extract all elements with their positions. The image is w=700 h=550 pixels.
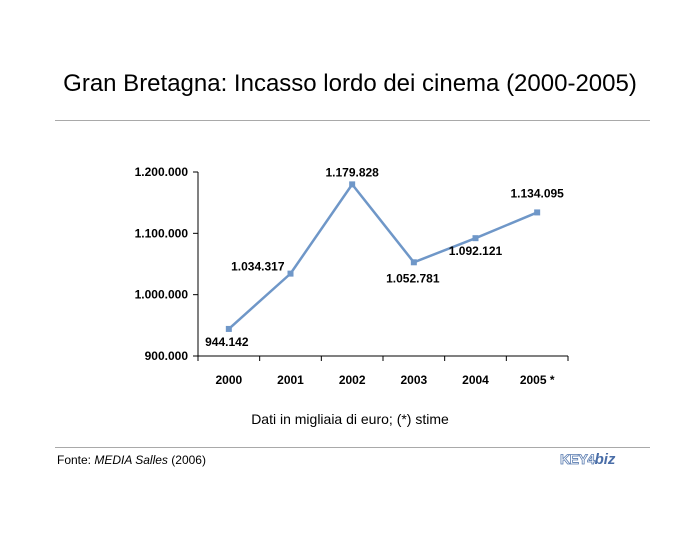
data-label: 1.052.781 [386,271,440,285]
x-tick-label: 2003 [400,373,427,387]
data-point-marker [225,325,232,332]
key4biz-logo: KEY4biz [560,451,616,471]
x-tick-label: 2005 * [520,373,555,387]
page-title: Gran Bretagna: Incasso lordo dei cinema … [63,70,637,97]
source-year: (2006) [167,453,206,467]
bottom-divider [55,447,650,448]
logo-biz-text: biz [594,451,616,468]
y-tick-label: 1.000.000 [135,288,189,302]
y-tick-label: 1.100.000 [135,226,189,240]
source-credit: Fonte: MEDIA Salles (2006) [57,453,206,467]
data-label: 1.092.121 [449,244,503,258]
x-tick-label: 2002 [339,373,366,387]
chart-note: Dati in migliaia di euro; (*) stime [251,411,449,427]
data-point-marker [534,209,541,216]
data-label: 944.142 [205,335,249,349]
data-labels: 944.142 1.034.317 1.179.828 1.052.781 1.092.… [205,165,564,349]
top-divider [55,120,650,121]
y-tick-label: 1.200.000 [135,165,189,179]
data-label: 1.179.828 [325,165,379,179]
data-point-marker [472,235,479,242]
source-prefix: Fonte: [57,453,95,467]
data-point-marker [349,181,356,188]
y-axis-ticks: 900.000 1.000.000 1.100.000 1.200.000 [135,165,198,363]
data-point-marker [287,270,294,277]
x-tick-label: 2000 [215,373,242,387]
x-axis-ticks: 2000 2001 2002 2003 2004 2005 * [197,356,569,387]
series-line [227,183,538,330]
logo-key4-text: KEY4 [560,451,596,468]
x-tick-label: 2001 [277,373,304,387]
y-tick-label: 900.000 [145,349,189,363]
data-point-marker [410,259,417,266]
series-line-group [225,181,541,332]
x-tick-label: 2004 [462,373,489,387]
data-label: 1.134.095 [510,186,564,200]
data-label: 1.034.317 [231,260,285,274]
source-name: MEDIA Salles [94,453,168,467]
